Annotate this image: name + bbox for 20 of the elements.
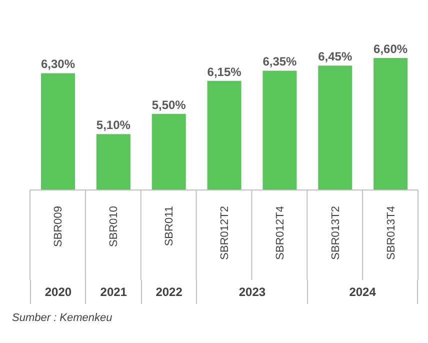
- x-tick-label: SBR009: [52, 206, 65, 247]
- text: 2023: [196, 280, 308, 304]
- text: 2024: [307, 280, 418, 304]
- data-label: 6,30%: [40, 57, 76, 72]
- text: Sumber : Kemenkeu: [12, 312, 112, 324]
- x-tick-label: SBR011: [164, 206, 176, 246]
- x-tick-label: SBR012T4: [274, 206, 286, 260]
- text: 2020: [30, 280, 86, 304]
- data-label: 6,45%: [318, 50, 352, 64]
- x-tick-label: SBR013T4: [385, 206, 398, 260]
- data-label: 6,15%: [207, 64, 242, 79]
- data-label: 5,50%: [152, 98, 186, 112]
- x-tick-label: SBR013T2: [330, 206, 342, 260]
- x-tick-label: SBR012T2: [219, 206, 231, 260]
- data-label: 6,60%: [374, 42, 408, 56]
- data-label: 5,10%: [96, 118, 131, 132]
- x-tick-label: SBR010: [108, 206, 120, 247]
- data-label: 6,35%: [262, 54, 298, 69]
- text: 2022: [140, 280, 196, 304]
- text: 2021: [85, 280, 141, 304]
